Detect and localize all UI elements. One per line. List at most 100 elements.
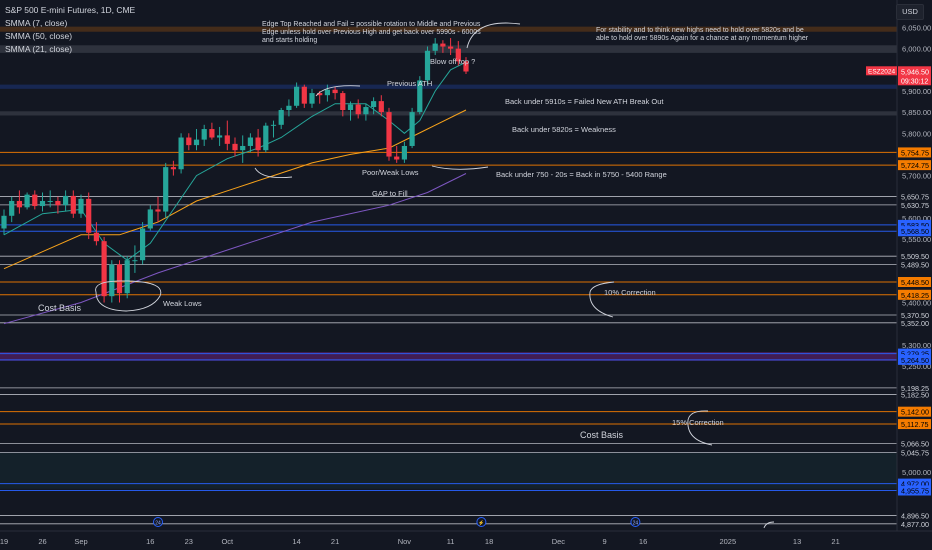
annotation-text[interactable]: Weak Lows — [163, 299, 202, 308]
level-price-label[interactable]: 5,724.75 — [898, 160, 931, 171]
candle[interactable] — [263, 122, 269, 153]
annotation-text[interactable]: Back under 5910s = Failed New ATH Break … — [505, 97, 664, 106]
candle[interactable] — [124, 255, 130, 299]
candle[interactable] — [286, 99, 292, 117]
candle[interactable] — [39, 192, 46, 212]
candle[interactable] — [217, 126, 223, 146]
level-price-label[interactable]: 5,754.75 — [898, 147, 931, 158]
level-price-label[interactable]: 5,066.50 — [901, 440, 929, 449]
candle[interactable] — [170, 160, 176, 176]
annotation-text[interactable]: Edge unless hold over Previous High and … — [262, 29, 481, 36]
level-price-label[interactable]: 5,568.50 — [898, 226, 931, 237]
time-axis[interactable]: 19 26 Sep 16 23 Oct 14 21 Nov 11 18 Dec 9 16 2025 13 21 2… — [0, 517, 932, 550]
annotation-text[interactable]: Back under 5820s = Weakness — [512, 125, 616, 134]
level-price-label[interactable]: 5,630.75 — [901, 201, 929, 210]
candle[interactable] — [386, 107, 392, 161]
level-price-label[interactable]: 4,972.00 — [898, 478, 931, 489]
candle[interactable] — [55, 196, 61, 214]
candle[interactable] — [409, 107, 415, 149]
candle[interactable] — [9, 196, 15, 223]
smma21-line[interactable] — [3, 173, 467, 325]
level-price-label[interactable]: 5,182.50 — [901, 391, 929, 400]
candle[interactable] — [363, 103, 369, 121]
candle[interactable] — [424, 46, 431, 85]
candle[interactable] — [232, 137, 238, 157]
candle[interactable] — [86, 192, 92, 240]
level-price-label[interactable]: 4,877.00 — [901, 520, 929, 529]
drawing-curve[interactable] — [95, 280, 162, 312]
candle[interactable] — [155, 196, 161, 223]
event-marker[interactable]: ⚡ — [476, 517, 487, 527]
drawing-curve[interactable] — [687, 410, 713, 446]
drawing-curve[interactable] — [589, 281, 615, 318]
candle[interactable] — [432, 38, 438, 56]
candle[interactable] — [132, 245, 138, 273]
candle[interactable] — [70, 190, 76, 218]
level-price-label[interactable]: 5,142.00 — [898, 406, 931, 417]
candle[interactable] — [140, 222, 146, 265]
candle[interactable] — [93, 222, 99, 246]
candle[interactable] — [309, 88, 315, 108]
currency-button[interactable]: USD — [896, 4, 924, 20]
level-price-label[interactable]: 5,448.50 — [898, 277, 931, 288]
annotation-text[interactable]: 15% Correction — [672, 418, 724, 427]
candle[interactable] — [147, 205, 153, 231]
drawing-curve[interactable] — [315, 85, 361, 97]
candle[interactable] — [209, 122, 215, 140]
level-price-label[interactable]: 5,198.25 — [901, 384, 929, 393]
event-marker[interactable]: 24 — [153, 517, 163, 527]
candle[interactable] — [448, 38, 454, 56]
level-price-label[interactable]: 5,583.50 — [898, 219, 931, 230]
candle[interactable] — [340, 90, 346, 117]
level-price-label[interactable]: 5,489.50 — [901, 261, 929, 270]
candle[interactable] — [440, 40, 446, 53]
drawing-curve[interactable] — [431, 165, 489, 170]
candle[interactable] — [1, 209, 7, 235]
candle[interactable] — [193, 129, 200, 151]
candle[interactable] — [301, 84, 307, 108]
drawing-curve[interactable] — [763, 521, 775, 529]
level-price-label[interactable]: 4,896.50 — [901, 512, 929, 521]
drawing-curve[interactable] — [254, 167, 293, 179]
level-price-label[interactable]: 5,264.50 — [898, 354, 931, 365]
annotation-text[interactable]: Back under 750 - 20s = Back in 5750 - 54… — [496, 170, 667, 179]
candle[interactable] — [317, 90, 323, 104]
level-price-label[interactable]: 5,650.75 — [901, 192, 929, 201]
candle[interactable] — [163, 162, 169, 218]
candle[interactable] — [332, 86, 338, 100]
level-price-label[interactable]: 5,112.75 — [898, 419, 931, 430]
candle[interactable] — [294, 82, 300, 108]
annotation-text[interactable]: GAP to Fill — [372, 189, 408, 198]
candle[interactable] — [78, 194, 84, 218]
level-price-label[interactable]: 5,352.00 — [901, 319, 929, 328]
level-price-label[interactable]: 5,279.25 — [898, 348, 931, 359]
annotation-text[interactable]: Edge Top Reached and Fail = possible rot… — [262, 21, 481, 28]
candle[interactable] — [401, 141, 407, 163]
level-price-label[interactable]: 4,955.75 — [898, 485, 931, 496]
candle[interactable] — [201, 124, 207, 146]
candle[interactable] — [371, 97, 377, 115]
candle[interactable] — [240, 135, 246, 163]
candle[interactable] — [178, 133, 184, 174]
annotation-text[interactable]: For stability and to think new highs nee… — [596, 27, 804, 34]
candle[interactable] — [224, 120, 230, 151]
event-marker[interactable]: 24 — [630, 517, 641, 527]
candle[interactable] — [378, 95, 384, 117]
annotation-text[interactable]: Cost Basis — [580, 430, 624, 440]
annotation-text[interactable]: Cost Basis — [38, 303, 82, 313]
annotation-text[interactable]: able to hold over 5890s Again for a chan… — [596, 35, 809, 42]
candle[interactable] — [417, 76, 423, 115]
candle[interactable] — [455, 41, 461, 66]
candle[interactable] — [355, 99, 361, 119]
current-price-marker[interactable]: ESZ2024 5,946.50 09:30:12 — [866, 66, 931, 86]
candle[interactable] — [101, 236, 107, 303]
level-price-label[interactable]: 5,045.75 — [901, 448, 929, 457]
level-price-label[interactable]: 5,418.25 — [898, 289, 931, 300]
candle[interactable] — [16, 190, 22, 214]
price-axis[interactable]: 6,050.006,000.005,950.005,900.005,850.00… — [866, 0, 932, 531]
candle[interactable] — [270, 120, 277, 138]
indicator-smma50-label[interactable]: SMMA (50, close) — [5, 31, 73, 41]
candle[interactable] — [186, 133, 192, 151]
candle[interactable] — [32, 190, 38, 210]
